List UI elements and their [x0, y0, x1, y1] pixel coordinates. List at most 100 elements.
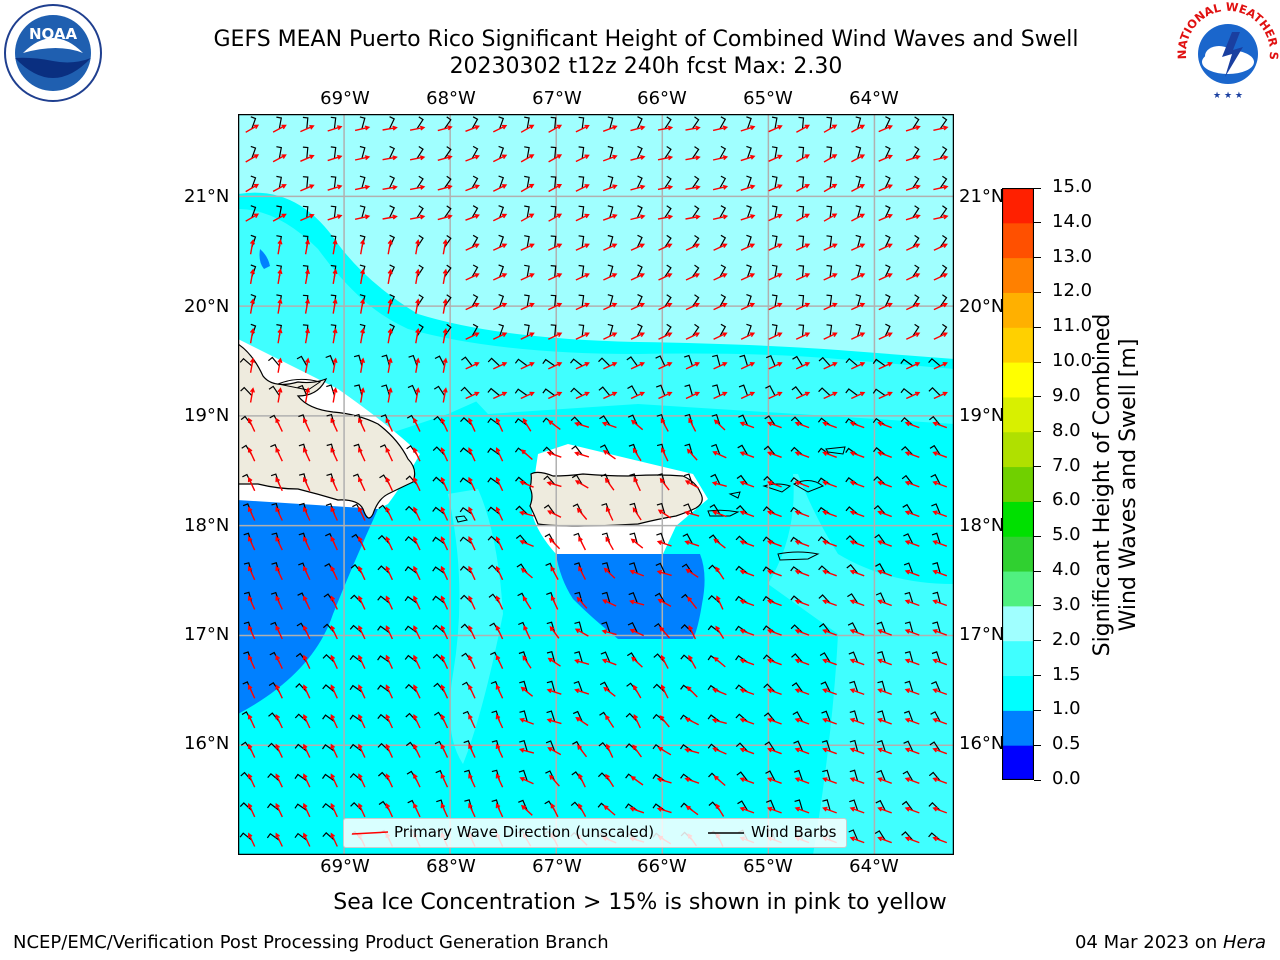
wave-arrow — [715, 566, 725, 580]
wave-arrow — [546, 481, 562, 488]
wave-arrow — [437, 125, 453, 132]
wave-arrow — [932, 836, 948, 844]
colorbar-swatches — [1001, 187, 1035, 781]
wave-arrow — [659, 626, 671, 639]
wave-arrow — [767, 806, 782, 814]
wave-arrow — [493, 243, 508, 251]
wind-barb — [875, 592, 886, 604]
wave-arrow — [849, 599, 865, 607]
wind-barb — [405, 475, 418, 485]
wave-arrow — [385, 447, 394, 462]
wind-barb — [516, 563, 528, 574]
wave-arrow — [332, 327, 338, 344]
wave-arrow — [933, 125, 949, 131]
wind-barb — [931, 503, 941, 515]
colorbar-tick-label: 3.0 — [1052, 593, 1081, 615]
wind-barb — [444, 205, 452, 219]
wind-barb — [929, 415, 941, 426]
wave-arrow — [657, 125, 674, 131]
wave-arrow — [548, 124, 563, 133]
wave-arrow — [768, 332, 783, 340]
wave-arrow — [522, 595, 532, 610]
lon-label-bottom-66w: 66°W — [637, 856, 687, 877]
wind-barb — [719, 264, 727, 278]
wave-arrow — [684, 747, 700, 754]
colorbar-tick-label: 13.0 — [1052, 245, 1093, 267]
colorbar-swatch — [1002, 362, 1034, 398]
wind-barb — [904, 650, 914, 663]
wave-arrow — [905, 184, 921, 191]
wind-barb — [845, 418, 858, 426]
wind-barb — [377, 534, 390, 545]
wave-arrow — [413, 447, 421, 462]
wave-arrow — [933, 243, 948, 251]
wave-arrow — [304, 298, 310, 314]
wind-barb — [656, 502, 666, 515]
wind-barb — [903, 533, 914, 545]
culebra-island — [728, 491, 741, 499]
colorbar-frame — [1001, 187, 1035, 781]
wave-arrow — [574, 421, 590, 428]
wave-arrow — [878, 391, 893, 400]
wave-arrow — [656, 807, 672, 814]
wind-barb — [912, 116, 920, 130]
lon-label-top-64w: 64°W — [849, 88, 899, 109]
wave-arrow — [440, 802, 449, 818]
wave-arrow — [932, 569, 948, 577]
wave-arrow — [629, 806, 645, 814]
wave-arrow — [877, 658, 892, 666]
wave-arrow — [605, 714, 615, 728]
wind-barb — [268, 712, 280, 722]
wave-arrow — [933, 214, 949, 220]
wind-barb — [771, 264, 778, 278]
colorbar-tick-mark — [1034, 257, 1041, 259]
wave-arrow — [302, 536, 311, 551]
wave-arrow — [932, 806, 948, 814]
wind-barb — [849, 739, 859, 752]
wind-barb — [654, 592, 666, 604]
wave-arrow — [767, 510, 782, 518]
wave-arrow — [465, 391, 480, 400]
wave-arrow — [904, 806, 920, 814]
wave-arrow — [660, 417, 669, 432]
wave-arrow — [330, 773, 338, 788]
wave-arrow — [796, 213, 810, 222]
wave-arrow — [685, 214, 701, 220]
wave-arrow — [713, 538, 726, 549]
wave-arrow — [712, 125, 729, 132]
wave-arrow — [492, 184, 508, 192]
wind-barb — [746, 234, 752, 248]
wind-barb — [790, 536, 803, 545]
wind-barb — [377, 684, 390, 693]
wind-barb — [872, 417, 886, 426]
wave-arrow — [415, 357, 421, 373]
wave-arrow — [604, 477, 615, 491]
wave-arrow — [795, 273, 811, 281]
wind-barb — [459, 536, 473, 545]
wind-barb — [680, 773, 693, 782]
wave-arrow — [905, 214, 921, 221]
wave-arrow — [794, 717, 810, 725]
wind-barb — [771, 235, 778, 248]
wave-arrow — [272, 154, 287, 163]
colorbar-tick-mark — [1034, 222, 1041, 224]
wave-arrow — [796, 184, 811, 193]
wind-barb — [764, 741, 776, 752]
wind-barb — [929, 444, 941, 456]
wind-barb — [826, 264, 833, 278]
wave-arrow — [822, 569, 837, 577]
wave-arrow — [385, 506, 394, 521]
wave-arrow — [712, 155, 729, 161]
wave-arrow — [849, 806, 865, 814]
nws-logo: NATIONAL WEATHER SERVICE ★ ★ ★ — [1173, 0, 1280, 102]
wave-arrow — [767, 658, 782, 666]
wave-arrow — [468, 595, 476, 610]
wave-arrow — [549, 774, 560, 787]
wave-arrow — [442, 239, 448, 255]
wind-barb — [771, 294, 778, 307]
wave-arrow — [795, 391, 811, 400]
wave-arrow — [330, 743, 338, 758]
colorbar-swatch — [1002, 292, 1034, 328]
wind-barb — [884, 145, 891, 159]
wave-arrow — [275, 654, 283, 669]
